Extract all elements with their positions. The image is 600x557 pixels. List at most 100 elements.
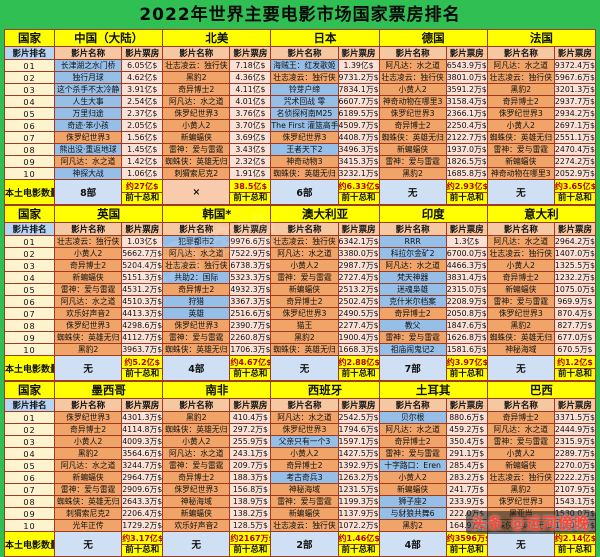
film-name-cell: 刺猬索尼克2 <box>54 507 123 520</box>
film-boxoffice-cell: 2542.5万$ <box>337 411 380 424</box>
film-boxoffice-cell: 670.5万$ <box>553 343 597 356</box>
film-boxoffice-cell: 2315.0万$ <box>445 283 488 296</box>
film-boxoffice-cell: 2.05亿$ <box>121 119 164 132</box>
film-boxoffice-cell: 2490.5万$ <box>337 307 380 320</box>
top10-total-label: 前十总和 <box>230 544 270 556</box>
top10-total-value: 38.5亿$ <box>230 180 270 193</box>
top10-total-label: 前十总和 <box>555 192 595 204</box>
film-boxoffice-cell: 6543.9万$ <box>445 59 488 72</box>
top10-total-label: 前十总和 <box>122 192 162 204</box>
film-boxoffice-cell: 1232.2万$ <box>553 271 597 284</box>
film-name-header: 影片名称 <box>270 222 339 236</box>
film-name-cell: 雷神：爱与雷霆 <box>486 143 555 156</box>
film-boxoffice-cell: 6738.3万$ <box>229 259 272 272</box>
film-name-cell: RRR <box>378 235 447 248</box>
film-boxoffice-cell: 291.1万$ <box>445 447 488 460</box>
film-boxoffice-cell: 128.5万$ <box>229 519 272 532</box>
film-name-cell: 光年正传 <box>54 519 123 532</box>
rank-cell: 06 <box>3 295 56 308</box>
film-boxoffice-cell: 3367.3万$ <box>229 295 272 308</box>
film-name-cell: 侏罗纪世界3 <box>162 483 231 496</box>
rank-cell: 02 <box>3 247 56 260</box>
country-header: 印度 <box>378 205 488 223</box>
film-name-cell: 黑豹2 <box>162 411 231 424</box>
top10-total-cell: 约2.93亿$ 前十总和 <box>445 179 488 205</box>
film-boxoffice-cell: 2289.7万$ <box>553 447 597 460</box>
film-name-cell: 壮志凌云：独行侠 <box>162 59 231 72</box>
country-header: 土耳其 <box>378 381 488 399</box>
film-boxoffice-cell: 4408.7万$ <box>337 131 380 144</box>
film-boxoffice-cell: 1668.3万$ <box>337 343 380 356</box>
film-name-cell: 蜘蛛侠：英雄无归 <box>54 331 123 344</box>
film-boxoffice-cell: 350.4万$ <box>445 435 488 448</box>
film-boxoffice-cell: 2697.1万$ <box>553 119 597 132</box>
film-name-cell: 小黄人2 <box>270 447 339 460</box>
film-name-cell: 共助2：国际 <box>162 271 231 284</box>
film-name-cell: 名侦探柯南M25 <box>270 107 339 120</box>
film-boxoffice-cell: 4301.3万$ <box>121 411 164 424</box>
film-name-cell: 咒术回战 零 <box>270 95 339 108</box>
film-name-cell: 壮志凌云：独行侠 <box>162 259 231 272</box>
local-count-cell: 无 <box>54 355 123 381</box>
film-name-cell: 侏罗纪世界3 <box>486 107 555 120</box>
film-boxoffice-cell: 1.03亿$ <box>121 235 164 248</box>
rank-header: 影片排名 <box>3 222 56 236</box>
film-name-cell: 黑豹2 <box>162 71 231 84</box>
rank-header: 影片排名 <box>3 46 56 60</box>
film-name-cell: 阿凡达：水之道 <box>162 247 231 260</box>
film-name-header: 影片名称 <box>486 398 555 412</box>
film-boxoffice-cell: 3.70亿$ <box>229 119 272 132</box>
film-name-cell: 壮志凌云：独行侠 <box>54 235 123 248</box>
film-boxoffice-cell: 1685.8万$ <box>445 167 488 180</box>
film-boxoffice-cell: 3.76亿$ <box>229 107 272 120</box>
film-name-header: 影片名称 <box>270 398 339 412</box>
film-boxoffice-cell: 297.2万$ <box>229 423 272 436</box>
film-boxoffice-header: 影片票房 <box>337 46 380 60</box>
film-boxoffice-cell: 2.32亿$ <box>229 155 272 168</box>
film-boxoffice-cell: 2315.9万$ <box>553 435 597 448</box>
film-name-cell: The First 灌篮高手 <box>270 119 339 132</box>
country-header: 意大利 <box>486 205 597 223</box>
film-name-cell: 狮子座2 <box>378 495 447 508</box>
film-name-cell: 奇异博士2 <box>54 423 123 436</box>
film-boxoffice-cell: 410.4万$ <box>229 411 272 424</box>
film-name-cell: 阿凡达：水之道 <box>486 59 555 72</box>
film-boxoffice-cell: 6342.1万$ <box>337 235 380 248</box>
rank-cell: 01 <box>3 235 56 248</box>
country-header: 德国 <box>378 29 488 47</box>
film-name-cell: 欢乐好声音2 <box>162 519 231 532</box>
top10-total-cell: 38.5亿$ 前十总和 <box>229 179 272 205</box>
film-name-cell: 奇异博士2 <box>378 307 447 320</box>
rank-cell: 09 <box>3 155 56 168</box>
film-boxoffice-cell: 6607.7万$ <box>337 95 380 108</box>
film-boxoffice-cell: 1.06亿$ <box>121 167 164 180</box>
top10-total-value: 约3.17亿$ <box>122 532 163 545</box>
film-name-cell: 梵天神器 <box>378 271 447 284</box>
film-boxoffice-cell: 2.54亿$ <box>121 95 164 108</box>
film-boxoffice-cell: 3201.3万$ <box>553 83 597 96</box>
film-boxoffice-cell: 9976.6万$ <box>229 235 272 248</box>
film-name-cell: 万里归途 <box>54 107 123 120</box>
film-boxoffice-cell: 188.3万$ <box>229 471 272 484</box>
film-name-cell: 奇异博士2 <box>378 435 447 448</box>
film-boxoffice-cell: 4.62亿$ <box>121 71 164 84</box>
film-name-cell: 小黄人2 <box>54 435 123 448</box>
top10-total-cell: 约4.67亿$ 前十总和 <box>229 355 272 381</box>
top10-total-label: 前十总和 <box>339 192 379 204</box>
film-name-header: 影片名称 <box>486 222 555 236</box>
top10-total-value: 约3596万$ <box>446 532 488 545</box>
top10-total-cell: 约2.14亿$ 前十总和 <box>553 531 597 557</box>
top10-total-cell: 约5.2亿$ 前十总和 <box>121 355 164 381</box>
top10-total-value: 约1.46亿$ <box>338 532 380 545</box>
film-name-cell: 侏罗纪世界3 <box>486 495 555 508</box>
film-boxoffice-cell: 1706.3万$ <box>229 343 272 356</box>
film-name-cell: 与豺狼共舞6 <box>378 507 447 520</box>
film-name-cell: 雷神：爱与雷霆 <box>486 435 555 448</box>
top10-total-value: 约4.67亿$ <box>230 356 271 369</box>
film-name-cell: 黑豹2 <box>486 483 555 496</box>
top10-total-label: 前十总和 <box>339 368 379 380</box>
film-name-cell: 黑豹2 <box>378 519 447 532</box>
film-boxoffice-cell: 1325.5万$ <box>553 259 597 272</box>
local-count-cell: 无 <box>54 531 123 557</box>
film-boxoffice-cell: 1.45亿$ <box>121 143 164 156</box>
